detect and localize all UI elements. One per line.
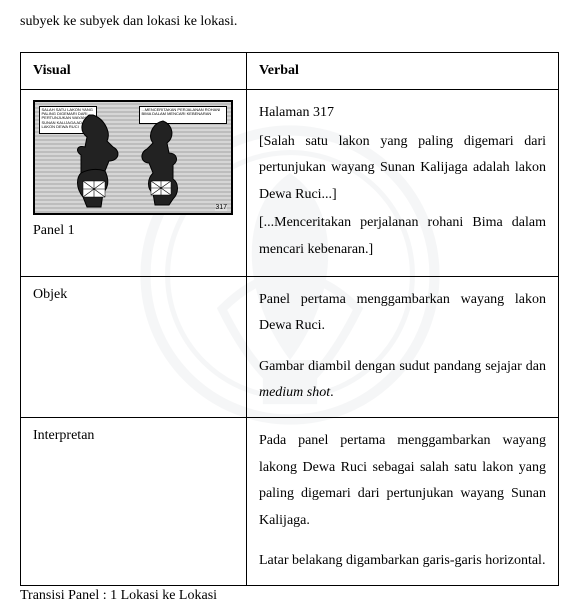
intro-text: subyek ke subyek dan lokasi ke lokasi. [20,8,559,36]
panel-image: SALAH SATU LAKON YANG PALING DIGEMARI DA… [33,100,233,215]
objek-para-1: Panel pertama menggambarkan wayang lakon… [259,287,546,340]
interpretan-para-1: Pada panel pertama menggambarkan wayang … [259,428,546,534]
objek-para-2: Gambar diambil dengan sudut pandang seja… [259,354,546,407]
objek-description: Panel pertama menggambarkan wayang lakon… [246,276,558,417]
page-content: subyek ke subyek dan lokasi ke lokasi. V… [0,0,579,604]
table-row: SALAH SATU LAKON YANG PALING DIGEMARI DA… [21,90,559,277]
verbal-cell: Halaman 317 [Salah satu lakon yang palin… [246,90,558,277]
wayang-figure-right [133,119,183,207]
bracket-text-1: [Salah satu lakon yang paling digemari d… [259,129,546,209]
transition-note: Transisi Panel : 1 Lokasi ke Lokasi [20,588,559,604]
interpretan-label: Interpretan [21,417,247,585]
objek-para-2a: Gambar diambil dengan sudut pandang seja… [259,359,546,374]
objek-para-2b: medium shot [259,385,330,400]
header-verbal: Verbal [246,53,558,90]
table-header-row: Visual Verbal [21,53,559,90]
bracket-text-2: [...Menceritakan perjalanan rohani Bima … [259,210,546,263]
wayang-figure-left [73,111,133,211]
panel-label: Panel 1 [33,223,234,239]
header-visual: Visual [21,53,247,90]
analysis-table: Visual Verbal SALAH SATU LAKON YANG PALI… [20,52,559,586]
page-reference: Halaman 317 [259,100,546,127]
image-page-number: 317 [215,204,227,211]
objek-para-2c: . [330,385,334,400]
objek-label: Objek [21,276,247,417]
table-row: Objek Panel pertama menggambarkan wayang… [21,276,559,417]
interpretan-para-2: Latar belakang digambarkan garis-garis h… [259,548,546,575]
table-row: Interpretan Pada panel pertama menggamba… [21,417,559,585]
visual-cell: SALAH SATU LAKON YANG PALING DIGEMARI DA… [21,90,247,277]
interpretan-description: Pada panel pertama menggambarkan wayang … [246,417,558,585]
